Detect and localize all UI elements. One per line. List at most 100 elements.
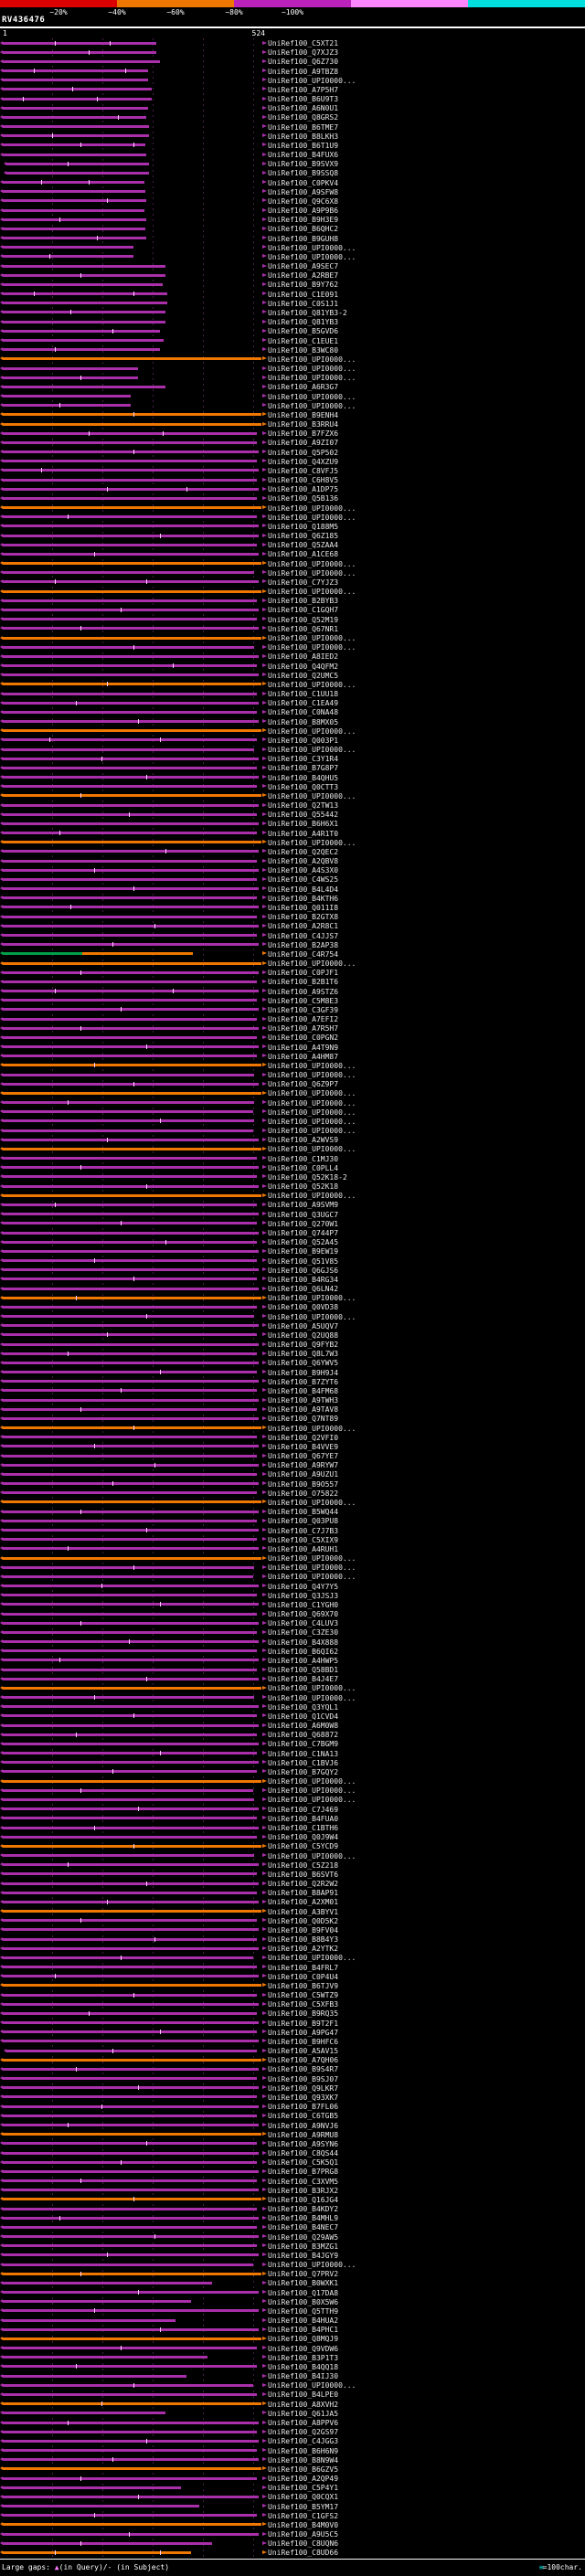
- alignment-bar[interactable]: [0, 1713, 258, 1718]
- hit-row[interactable]: UniRef100_A9TBZ8: [0, 67, 585, 76]
- alignment-bar[interactable]: [0, 2168, 259, 2173]
- alignment-bar[interactable]: [0, 1965, 258, 1969]
- hit-label[interactable]: UniRef100_UPI0000...: [268, 1786, 356, 1796]
- alignment-bar[interactable]: [0, 1667, 258, 1671]
- hit-row[interactable]: UniRef100_B4LPE0: [0, 2390, 585, 2399]
- hit-label[interactable]: UniRef100_Q0CTT3: [268, 782, 339, 791]
- alignment-bar[interactable]: [0, 1537, 258, 1542]
- hit-label[interactable]: UniRef100_UPI0000...: [268, 2381, 356, 2390]
- hit-row[interactable]: UniRef100_C1EUE1: [0, 336, 585, 345]
- alignment-bar[interactable]: [0, 811, 258, 816]
- hit-label[interactable]: UniRef100_B6H6X1: [268, 820, 339, 829]
- hit-row[interactable]: UniRef100_A4R1T0: [0, 829, 585, 838]
- hit-label[interactable]: UniRef100_B3RJX2: [268, 2186, 339, 2195]
- hit-row[interactable]: UniRef100_B2AP38: [0, 940, 585, 949]
- hit-label[interactable]: UniRef100_A5UQV7: [268, 1321, 339, 1330]
- alignment-bar[interactable]: [0, 561, 261, 566]
- hit-label[interactable]: UniRef100_A3BYV1: [268, 1907, 339, 1916]
- hit-label[interactable]: UniRef100_B4KTH6: [268, 894, 339, 903]
- hit-row[interactable]: UniRef100_Q29AW5: [0, 2232, 585, 2242]
- alignment-bar[interactable]: [0, 1146, 261, 1150]
- alignment-bar[interactable]: [0, 1481, 259, 1486]
- alignment-bar[interactable]: [0, 1816, 258, 1820]
- alignment-bar[interactable]: [0, 1518, 258, 1522]
- alignment-bar[interactable]: [0, 570, 255, 575]
- hit-label[interactable]: UniRef100_C3Y1R4: [268, 755, 339, 764]
- hit-row[interactable]: UniRef100_B9H9J4: [0, 1368, 585, 1377]
- hit-row[interactable]: UniRef100_B9RQ35: [0, 2009, 585, 2018]
- hit-row[interactable]: UniRef100_B9O557: [0, 1479, 585, 1489]
- alignment-bar[interactable]: [0, 2132, 261, 2136]
- alignment-bar[interactable]: [0, 840, 261, 844]
- hit-label[interactable]: UniRef100_B3P1T3: [268, 2353, 339, 2362]
- hit-label[interactable]: UniRef100_UPI0000...: [268, 1851, 356, 1860]
- hit-label[interactable]: UniRef100_C1EA49: [268, 699, 339, 708]
- alignment-bar[interactable]: [0, 1258, 258, 1263]
- hit-row[interactable]: UniRef100_B4HUA2: [0, 2316, 585, 2325]
- hit-row[interactable]: UniRef100_A7QH06: [0, 2055, 585, 2064]
- hit-label[interactable]: UniRef100_UPI0000...: [268, 1117, 356, 1126]
- alignment-bar[interactable]: [0, 960, 261, 965]
- hit-label[interactable]: UniRef100_Q81YB3-2: [268, 308, 347, 317]
- hit-row[interactable]: UniRef100_B9SJ07: [0, 2074, 585, 2083]
- hit-label[interactable]: UniRef100_C0PGN2: [268, 1034, 339, 1043]
- hit-row[interactable]: UniRef100_Q0D5K2: [0, 1916, 585, 1925]
- hit-label[interactable]: UniRef100_B9S4R7: [268, 2065, 339, 2074]
- hit-label[interactable]: UniRef100_C0PLL4: [268, 1163, 339, 1172]
- hit-label[interactable]: UniRef100_Q16JG4: [268, 2195, 339, 2204]
- hit-row[interactable]: UniRef100_B4QQ18: [0, 2362, 585, 2371]
- hit-row[interactable]: UniRef100_UPI0000...: [0, 364, 585, 373]
- alignment-bar[interactable]: [0, 756, 259, 760]
- alignment-bar[interactable]: [0, 2188, 259, 2192]
- hit-label[interactable]: UniRef100_UPI0000...: [268, 1127, 356, 1136]
- hit-row[interactable]: UniRef100_Q67NR1: [0, 624, 585, 633]
- hit-row[interactable]: UniRef100_C5P4Y1: [0, 2483, 585, 2492]
- hit-row[interactable]: UniRef100_Q93XK7: [0, 2093, 585, 2102]
- hit-row[interactable]: UniRef100_C3XVM5: [0, 2177, 585, 2186]
- hit-label[interactable]: UniRef100_C0P4U4: [268, 1972, 339, 1981]
- alignment-bar[interactable]: [0, 2466, 261, 2471]
- alignment-bar[interactable]: [0, 495, 258, 500]
- hit-label[interactable]: UniRef100_Q2TW13: [268, 801, 339, 811]
- alignment-bar[interactable]: [0, 607, 259, 611]
- hit-label[interactable]: UniRef100_Q51V85: [268, 1256, 339, 1266]
- alignment-bar[interactable]: [0, 384, 165, 388]
- alignment-bar[interactable]: [0, 2438, 259, 2443]
- alignment-bar[interactable]: [0, 1778, 261, 1783]
- hit-label[interactable]: UniRef100_UPI0000...: [268, 791, 356, 800]
- hit-label[interactable]: UniRef100_B7FL06: [268, 2103, 339, 2112]
- hit-row[interactable]: UniRef100_UPI0000...: [0, 1563, 585, 1572]
- alignment-bar[interactable]: [0, 133, 150, 138]
- alignment-bar[interactable]: [0, 58, 160, 63]
- hit-row[interactable]: UniRef100_C4R754: [0, 949, 585, 959]
- hit-row[interactable]: UniRef100_UPI0000...: [0, 959, 585, 968]
- alignment-bar[interactable]: [0, 551, 259, 556]
- hit-label[interactable]: UniRef100_UPI0000...: [268, 1145, 356, 1154]
- hit-row[interactable]: UniRef100_Q5ZAA4: [0, 540, 585, 549]
- hit-label[interactable]: UniRef100_B9GUH8: [268, 234, 339, 243]
- hit-row[interactable]: UniRef100_B4VVE9: [0, 1442, 585, 1451]
- hit-row[interactable]: UniRef100_UPI0000...: [0, 559, 585, 568]
- hit-label[interactable]: UniRef100_B7ZYT6: [268, 1377, 339, 1386]
- hit-row[interactable]: UniRef100_A7P5H7: [0, 85, 585, 94]
- hit-label[interactable]: UniRef100_B4KDY2: [268, 2205, 339, 2214]
- hit-row[interactable]: UniRef100_UPI0000...: [0, 76, 585, 85]
- hit-label[interactable]: UniRef100_Q52K18-2: [268, 1172, 347, 1182]
- hit-row[interactable]: UniRef100_A6N0U1: [0, 103, 585, 112]
- hit-row[interactable]: UniRef100_Q2VFI0: [0, 1433, 585, 1442]
- hit-row[interactable]: UniRef100_B4M0V0: [0, 2520, 585, 2529]
- hit-label[interactable]: UniRef100_Q17DA8: [268, 2288, 339, 2297]
- hit-row[interactable]: UniRef100_B8MX05: [0, 717, 585, 726]
- alignment-bar[interactable]: [0, 1500, 261, 1504]
- hit-label[interactable]: UniRef100_B2B1T6: [268, 978, 339, 987]
- alignment-bar[interactable]: [0, 505, 261, 510]
- hit-row[interactable]: UniRef100_C1MJ30: [0, 1154, 585, 1163]
- hit-row[interactable]: UniRef100_C6TGB5: [0, 2111, 585, 2120]
- alignment-bar[interactable]: [0, 2039, 259, 2043]
- hit-row[interactable]: UniRef100_B6TJV9: [0, 1981, 585, 1990]
- hit-row[interactable]: UniRef100_A2XM01: [0, 1897, 585, 1906]
- hit-row[interactable]: UniRef100_UPI0000...: [0, 1424, 585, 1433]
- alignment-bar[interactable]: [0, 1843, 261, 1848]
- hit-row[interactable]: UniRef100_A9P9B6: [0, 206, 585, 215]
- hit-row[interactable]: UniRef100_B4RG34: [0, 1275, 585, 1284]
